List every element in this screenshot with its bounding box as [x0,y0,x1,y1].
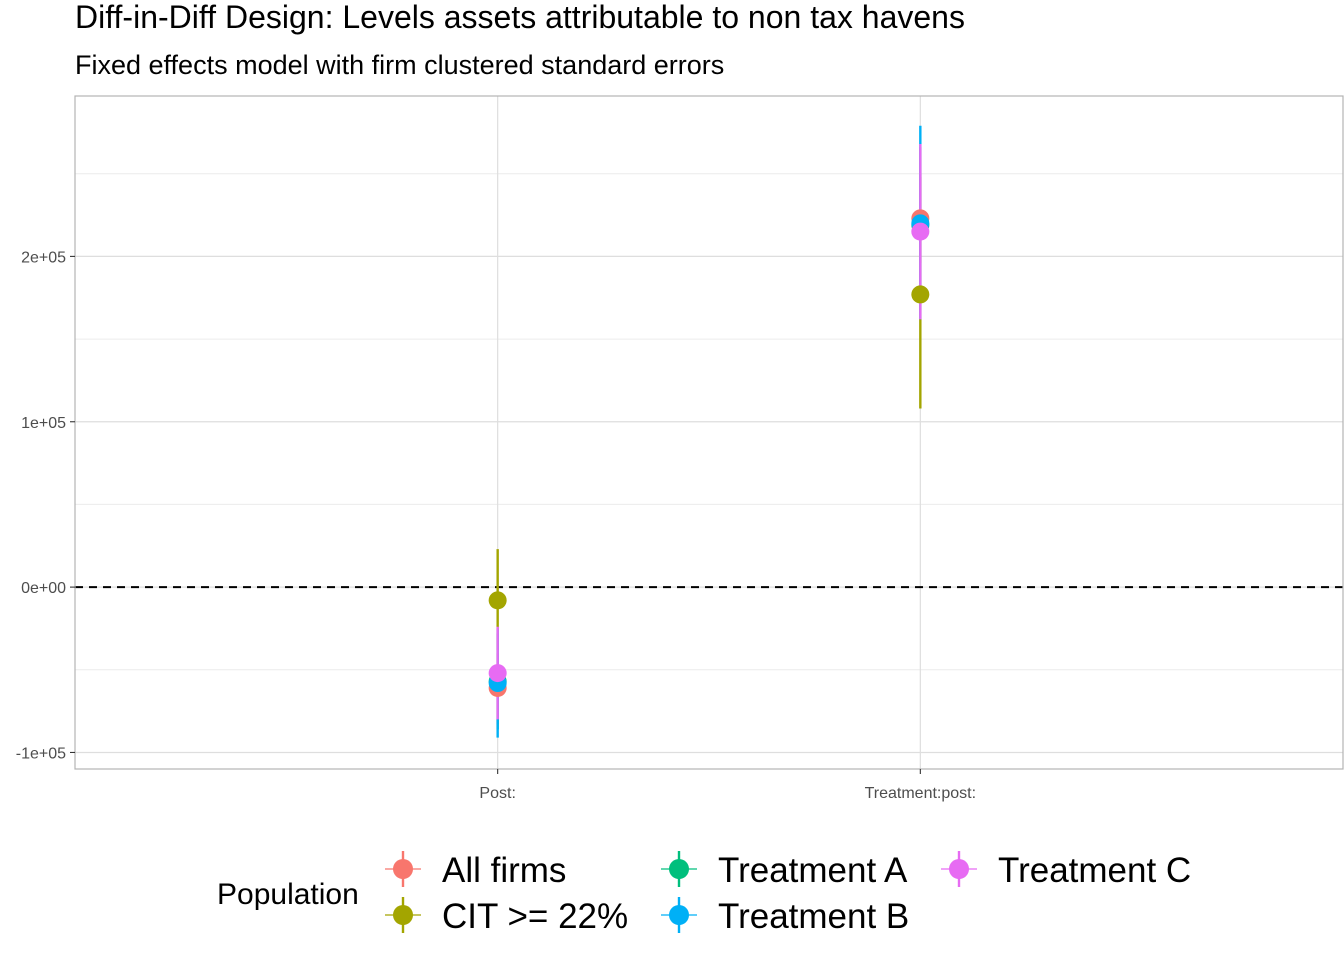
legend-key-point [669,859,689,879]
legend-label: Treatment B [718,897,909,936]
chart-subtitle: Fixed effects model with firm clustered … [75,50,724,80]
legend-label: Treatment C [998,851,1191,890]
minor-gridlines [75,173,1343,671]
x-tick-label: Treatment:post: [865,785,976,802]
legend-item: CIT >= 22% [385,897,628,936]
legend-key-point [669,905,689,925]
data-points [488,209,930,697]
y-tick-label: 1e+05 [21,415,66,432]
legend-items: All firms CIT >= 22% Treatment A Treatment … [385,851,1191,936]
major-gridlines [75,96,1343,769]
legend-key-point [949,859,969,879]
panel-border [74,95,1344,770]
data-point [911,222,930,241]
data-point [488,664,507,683]
chart-title: Diff-in-Diff Design: Levels assets attri… [75,0,965,35]
y-tick-label: 0e+00 [21,580,66,597]
data-point [488,591,507,610]
x-axis: Post: Treatment:post: [479,769,976,802]
legend-item: Treatment C [941,851,1191,890]
legend-item: Treatment A [661,851,908,890]
y-axis: -1e+05 0e+00 1e+05 2e+05 [16,249,75,762]
y-tick-label: 2e+05 [21,249,66,266]
legend-label: CIT >= 22% [442,897,628,936]
x-tick-label: Post: [479,785,515,802]
legend-title: Population [217,878,359,911]
legend-item: All firms [385,851,566,890]
legend-label: Treatment A [718,851,908,890]
legend-label: All firms [442,851,566,890]
legend-item: Treatment B [661,897,909,936]
legend-key-point [393,905,413,925]
data-point [911,285,930,304]
legend-key-point [393,859,413,879]
legend: Population All firms CIT >= 22% Treatment … [217,851,1191,936]
error-bars [496,125,922,738]
y-tick-label: -1e+05 [16,745,66,762]
